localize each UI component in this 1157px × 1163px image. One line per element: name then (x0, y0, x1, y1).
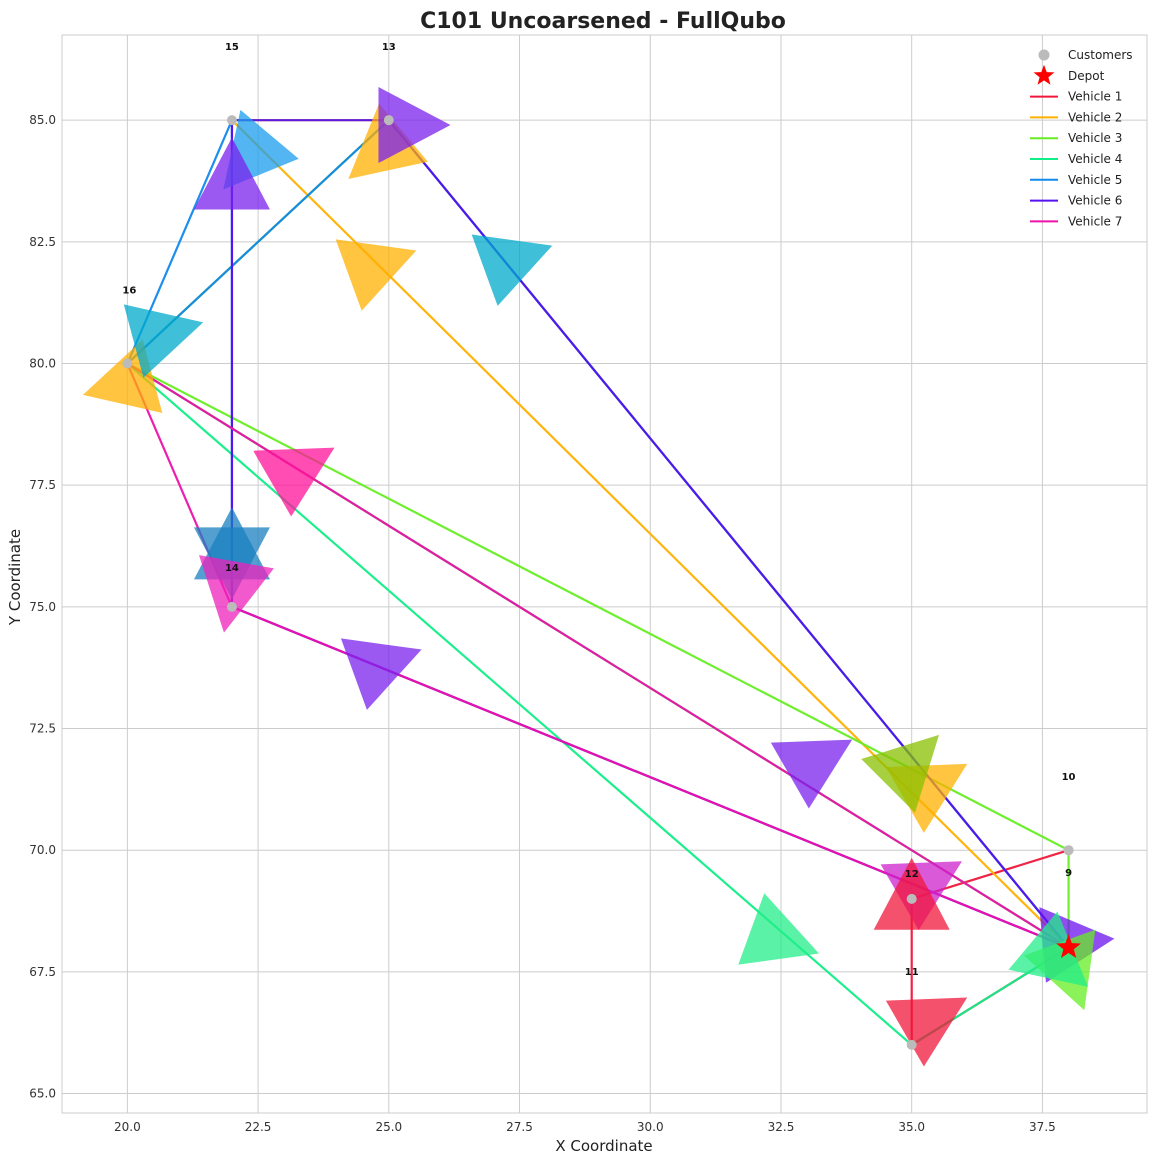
direction-arrow (873, 857, 950, 930)
direction-arrow (770, 739, 853, 809)
direction-arrow (885, 997, 968, 1067)
direction-arrow (378, 87, 451, 164)
y-tick-labels: 65.0 67.5 70.0 72.5 75.0 77.5 80.0 82.5 85.0 (29, 113, 56, 1100)
customer-label: 10 (1062, 772, 1076, 783)
route-vehicle-7 (124, 360, 1070, 949)
direction-arrow (335, 239, 417, 311)
x-tick-label: 30.0 (637, 1120, 664, 1134)
legend-vehicle-3-label: Vehicle 3 (1068, 131, 1122, 145)
customer-label: 11 (905, 967, 919, 978)
legend-vehicle-4-label: Vehicle 4 (1068, 152, 1122, 166)
legend-depot-label: Depot (1068, 69, 1105, 83)
customer-points (122, 115, 1074, 1050)
customer-point (1063, 845, 1074, 856)
x-tick-label: 20.0 (114, 1120, 141, 1134)
y-tick-label: 82.5 (29, 235, 56, 249)
x-tick-label: 35.0 (898, 1120, 925, 1134)
depot-marker (1056, 934, 1081, 959)
node-labels: 9 10 11 12 13 15 16 14 (122, 42, 1075, 978)
y-tick-label: 67.5 (29, 965, 56, 979)
direction-arrow (340, 638, 422, 710)
direction-arrow (193, 137, 270, 210)
y-axis-label: Y Coordinate (6, 529, 24, 626)
x-tick-label: 25.0 (375, 1120, 402, 1134)
y-tick-label: 85.0 (29, 113, 56, 127)
customer-point (226, 601, 237, 612)
customer-label: 9 (1065, 868, 1072, 879)
legend: Customers Depot Vehicle 1 Vehicle 2 Vehicle … (1030, 48, 1133, 228)
customer-point (906, 893, 917, 904)
legend-vehicle-6-label: Vehicle 6 (1068, 194, 1122, 208)
direction-arrow (123, 304, 204, 378)
y-tick-label: 80.0 (29, 357, 56, 371)
direction-arrow (471, 234, 553, 306)
legend-depot-marker (1033, 64, 1055, 85)
legend-customers-label: Customers (1068, 48, 1133, 62)
y-tick-label: 72.5 (29, 722, 56, 736)
x-axis-label: X Coordinate (555, 1137, 652, 1155)
legend-customers-marker (1038, 49, 1050, 61)
x-tick-labels: 20.0 22.5 25.0 27.5 30.0 32.5 35.0 37.5 (114, 1120, 1056, 1134)
customer-point (226, 115, 237, 126)
direction-arrow (1008, 911, 1089, 987)
customer-point (906, 1039, 917, 1050)
y-tick-label: 65.0 (29, 1087, 56, 1101)
x-tick-label: 32.5 (768, 1120, 795, 1134)
customer-point (383, 115, 394, 126)
legend-vehicle-1-label: Vehicle 1 (1068, 90, 1122, 104)
direction-arrows (82, 87, 1115, 1067)
chart-title: C101 Uncoarsened - FullQubo (420, 9, 786, 34)
customer-point (122, 358, 133, 369)
y-tick-label: 75.0 (29, 600, 56, 614)
x-tick-label: 37.5 (1029, 1120, 1056, 1134)
y-tick-label: 77.5 (29, 478, 56, 492)
customer-label: 15 (225, 42, 239, 53)
customer-label: 12 (905, 869, 919, 880)
customer-label: 14 (225, 563, 239, 574)
x-tick-label: 22.5 (245, 1120, 272, 1134)
direction-arrow (861, 734, 939, 813)
customer-label: 13 (382, 42, 396, 53)
legend-vehicle-7-label: Vehicle 7 (1068, 214, 1122, 228)
direction-arrow (253, 447, 335, 517)
legend-vehicle-5-label: Vehicle 5 (1068, 173, 1122, 187)
direction-arrow (199, 555, 274, 633)
y-tick-label: 70.0 (29, 843, 56, 857)
direction-arrow (738, 893, 819, 965)
x-tick-label: 27.5 (506, 1120, 533, 1134)
depot-star (1056, 934, 1081, 959)
legend-vehicle-2-label: Vehicle 2 (1068, 110, 1122, 124)
customer-label: 16 (122, 286, 136, 297)
